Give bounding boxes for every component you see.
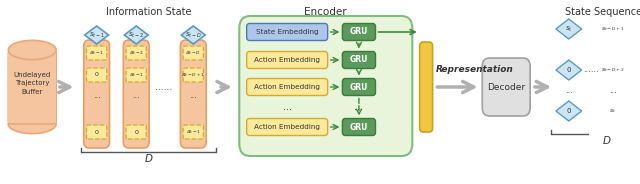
Ellipse shape — [8, 40, 56, 60]
FancyBboxPatch shape — [126, 46, 147, 60]
Polygon shape — [556, 19, 582, 39]
FancyBboxPatch shape — [420, 42, 433, 132]
Text: ......: ...... — [156, 82, 172, 91]
Text: GRU: GRU — [349, 123, 368, 132]
Text: $a_{t-D+1}$: $a_{t-D+1}$ — [181, 71, 205, 79]
Text: $s_{t-1}$: $s_{t-1}$ — [88, 30, 105, 40]
Polygon shape — [600, 19, 626, 39]
FancyBboxPatch shape — [86, 68, 107, 82]
FancyBboxPatch shape — [246, 118, 328, 135]
Polygon shape — [181, 26, 205, 44]
Text: ......: ...... — [583, 66, 599, 75]
FancyBboxPatch shape — [86, 125, 107, 139]
FancyBboxPatch shape — [342, 118, 376, 135]
Text: Encoder: Encoder — [305, 7, 347, 17]
FancyBboxPatch shape — [183, 46, 204, 60]
Text: Undelayed
Trajectory
Buffer: Undelayed Trajectory Buffer — [13, 72, 51, 95]
Text: 0: 0 — [95, 72, 99, 77]
FancyBboxPatch shape — [126, 125, 147, 139]
Text: ...: ... — [93, 91, 100, 100]
Text: Action Embedding: Action Embedding — [254, 84, 320, 90]
Text: GRU: GRU — [349, 56, 368, 65]
Text: Information State: Information State — [106, 7, 192, 17]
Text: State Embedding: State Embedding — [256, 29, 319, 35]
FancyBboxPatch shape — [8, 50, 56, 124]
Text: $s_{t-D+2}$: $s_{t-D+2}$ — [601, 66, 625, 74]
Text: $s_{t-2}$: $s_{t-2}$ — [128, 30, 145, 40]
Text: State Sequence: State Sequence — [565, 7, 640, 17]
Text: $a_{t-1}$: $a_{t-1}$ — [129, 71, 144, 79]
FancyBboxPatch shape — [86, 46, 107, 60]
FancyBboxPatch shape — [239, 16, 412, 156]
Polygon shape — [556, 60, 582, 80]
Text: $a_{t-2}$: $a_{t-2}$ — [129, 49, 144, 57]
Text: 0: 0 — [95, 130, 99, 135]
FancyBboxPatch shape — [84, 40, 109, 148]
Text: $a_{t-1}$: $a_{t-1}$ — [186, 128, 201, 136]
FancyBboxPatch shape — [342, 79, 376, 95]
Polygon shape — [124, 26, 148, 44]
Text: 0: 0 — [566, 67, 571, 73]
Text: $s_{t-D+1}$: $s_{t-D+1}$ — [601, 25, 625, 33]
Text: GRU: GRU — [349, 82, 368, 91]
Polygon shape — [600, 60, 626, 80]
FancyBboxPatch shape — [246, 79, 328, 95]
Text: GRU: GRU — [349, 27, 368, 36]
Polygon shape — [600, 101, 626, 121]
Text: $a_{t-1}$: $a_{t-1}$ — [89, 49, 104, 57]
Text: ...: ... — [565, 86, 573, 95]
FancyBboxPatch shape — [126, 68, 147, 82]
FancyBboxPatch shape — [483, 58, 530, 116]
FancyBboxPatch shape — [183, 125, 204, 139]
Text: 0: 0 — [566, 108, 571, 114]
Text: Representation: Representation — [436, 65, 514, 73]
FancyBboxPatch shape — [246, 52, 328, 68]
FancyBboxPatch shape — [342, 24, 376, 40]
Text: D: D — [145, 154, 152, 164]
Text: $s_t$: $s_t$ — [609, 107, 616, 115]
Text: ...: ... — [609, 86, 617, 95]
Text: D: D — [602, 136, 611, 146]
Polygon shape — [556, 101, 582, 121]
Text: $s_t$: $s_t$ — [565, 24, 573, 34]
Text: ...: ... — [132, 91, 140, 100]
Text: Action Embedding: Action Embedding — [254, 57, 320, 63]
Ellipse shape — [8, 114, 56, 134]
FancyBboxPatch shape — [180, 40, 206, 148]
FancyBboxPatch shape — [183, 68, 204, 82]
Text: Action Embedding: Action Embedding — [254, 124, 320, 130]
FancyBboxPatch shape — [342, 52, 376, 68]
Text: ...: ... — [355, 102, 364, 112]
Text: $a_{t-D}$: $a_{t-D}$ — [185, 49, 202, 57]
FancyBboxPatch shape — [124, 40, 149, 148]
Polygon shape — [84, 26, 109, 44]
FancyBboxPatch shape — [246, 24, 328, 40]
Text: ...: ... — [283, 102, 292, 112]
FancyBboxPatch shape — [8, 51, 56, 123]
Text: 0: 0 — [134, 130, 138, 135]
Text: $s_{t-D}$: $s_{t-D}$ — [185, 30, 202, 40]
Text: Decoder: Decoder — [487, 82, 525, 91]
Text: ...: ... — [189, 91, 197, 100]
